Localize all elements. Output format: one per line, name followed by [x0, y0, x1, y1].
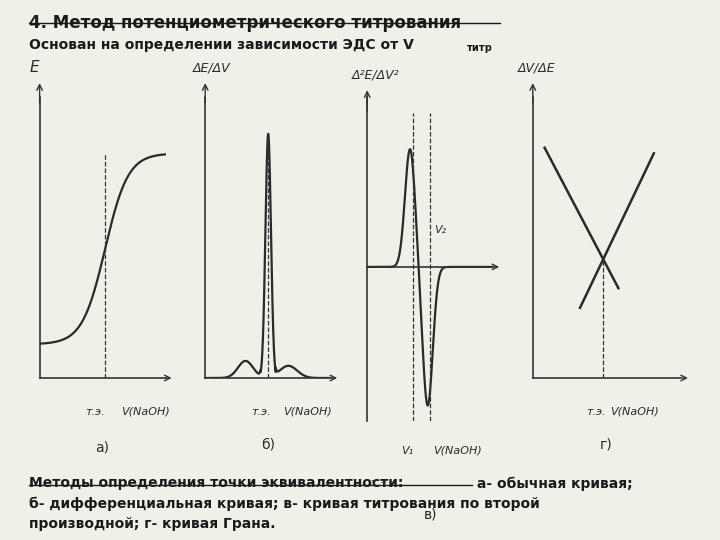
- Text: а- обычная кривая;: а- обычная кривая;: [472, 476, 632, 491]
- Text: V(NaOH): V(NaOH): [433, 446, 482, 456]
- Text: V₁: V₁: [402, 446, 413, 456]
- Text: б- дифференциальная кривая; в- кривая титрования по второй: б- дифференциальная кривая; в- кривая ти…: [29, 497, 539, 511]
- Text: 4. Метод потенциометрического титрования: 4. Метод потенциометрического титрования: [29, 14, 461, 31]
- Text: в): в): [423, 508, 437, 522]
- Text: титр: титр: [467, 43, 493, 53]
- Text: ΔV/ΔE: ΔV/ΔE: [518, 62, 556, 75]
- Text: V(NaOH): V(NaOH): [611, 407, 660, 416]
- Text: E: E: [30, 60, 39, 75]
- Text: Δ²E/ΔV²: Δ²E/ΔV²: [352, 68, 400, 81]
- Text: т.э.: т.э.: [85, 407, 105, 416]
- Text: V₂: V₂: [434, 225, 446, 235]
- Text: V(NaOH): V(NaOH): [122, 407, 170, 416]
- Text: т.э.: т.э.: [370, 478, 390, 488]
- Text: т.э.: т.э.: [586, 407, 606, 416]
- Text: V(NaOH): V(NaOH): [284, 407, 332, 416]
- Text: т.э.: т.э.: [251, 407, 271, 416]
- Text: Основан на определении зависимости ЭДС от V: Основан на определении зависимости ЭДС о…: [29, 38, 414, 52]
- Text: производной; г- кривая Грана.: производной; г- кривая Грана.: [29, 517, 275, 531]
- Text: г): г): [600, 437, 613, 451]
- Text: ΔE/ΔV: ΔE/ΔV: [193, 62, 230, 75]
- Text: Методы определения точки эквивалентности:: Методы определения точки эквивалентности…: [29, 476, 403, 490]
- Text: б): б): [261, 437, 275, 451]
- Text: а): а): [96, 440, 109, 454]
